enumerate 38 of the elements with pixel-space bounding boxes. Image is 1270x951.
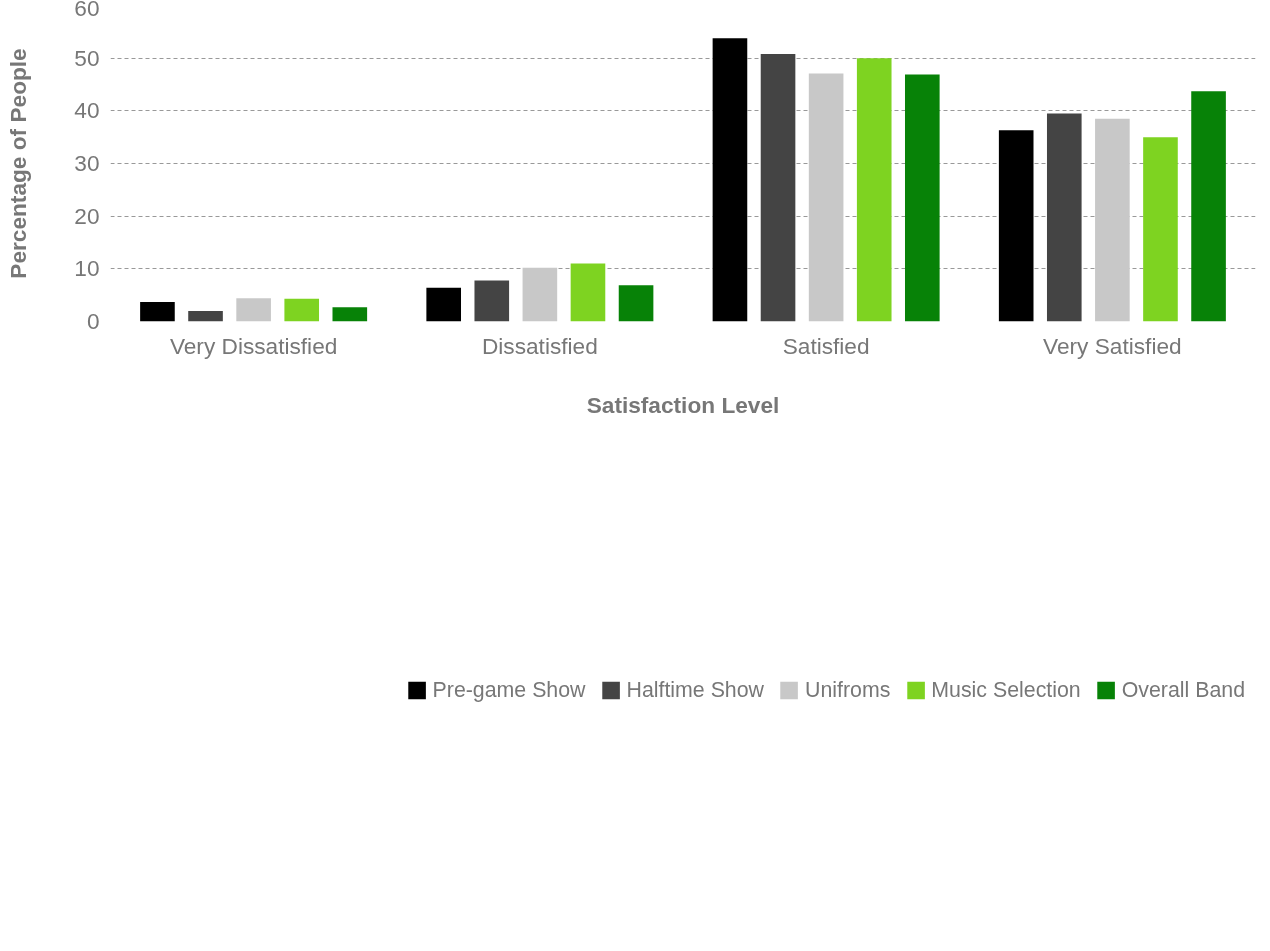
bar [998, 130, 1034, 322]
bar [1095, 118, 1130, 322]
x-tick-label: Satisfied [782, 332, 870, 359]
bar [760, 53, 796, 322]
y-axis-title: Percentage of People [5, 48, 32, 279]
bar [1191, 91, 1226, 322]
y-tick-label: 20 [74, 202, 100, 229]
y-tick-label: 0 [86, 308, 100, 334]
x-tick-label: Very Satisfied [1043, 332, 1182, 359]
bar [856, 58, 892, 322]
bar [236, 298, 271, 322]
x-tick-label: Dissatisfied [481, 332, 598, 359]
y-tick-label: 30 [74, 150, 100, 176]
bar [1046, 113, 1082, 322]
bar [284, 298, 320, 322]
x-tick-label: Very Dissatisfied [169, 332, 338, 359]
bar [808, 73, 844, 322]
bar [426, 287, 462, 322]
y-tick-label: 50 [74, 44, 100, 71]
bar [1143, 137, 1178, 322]
legend-label: Pre-game Show [432, 677, 586, 703]
bar [904, 74, 940, 322]
bar [522, 267, 558, 322]
legend-label: Unifroms [805, 677, 891, 703]
bar [570, 263, 606, 322]
legend-label: Halftime Show [626, 677, 764, 703]
bar [188, 310, 223, 322]
y-tick-label: 40 [74, 97, 100, 124]
bar [618, 285, 654, 322]
bar [712, 38, 748, 322]
bar [140, 302, 175, 322]
bar [474, 280, 510, 322]
y-tick-label: 60 [74, 0, 100, 21]
legend-label: Music Selection [931, 677, 1081, 703]
y-tick-label: 10 [74, 255, 100, 282]
x-axis-title: Satisfaction Level [586, 391, 780, 418]
bar [332, 307, 368, 322]
legend-label: Overall Band [1121, 677, 1245, 703]
